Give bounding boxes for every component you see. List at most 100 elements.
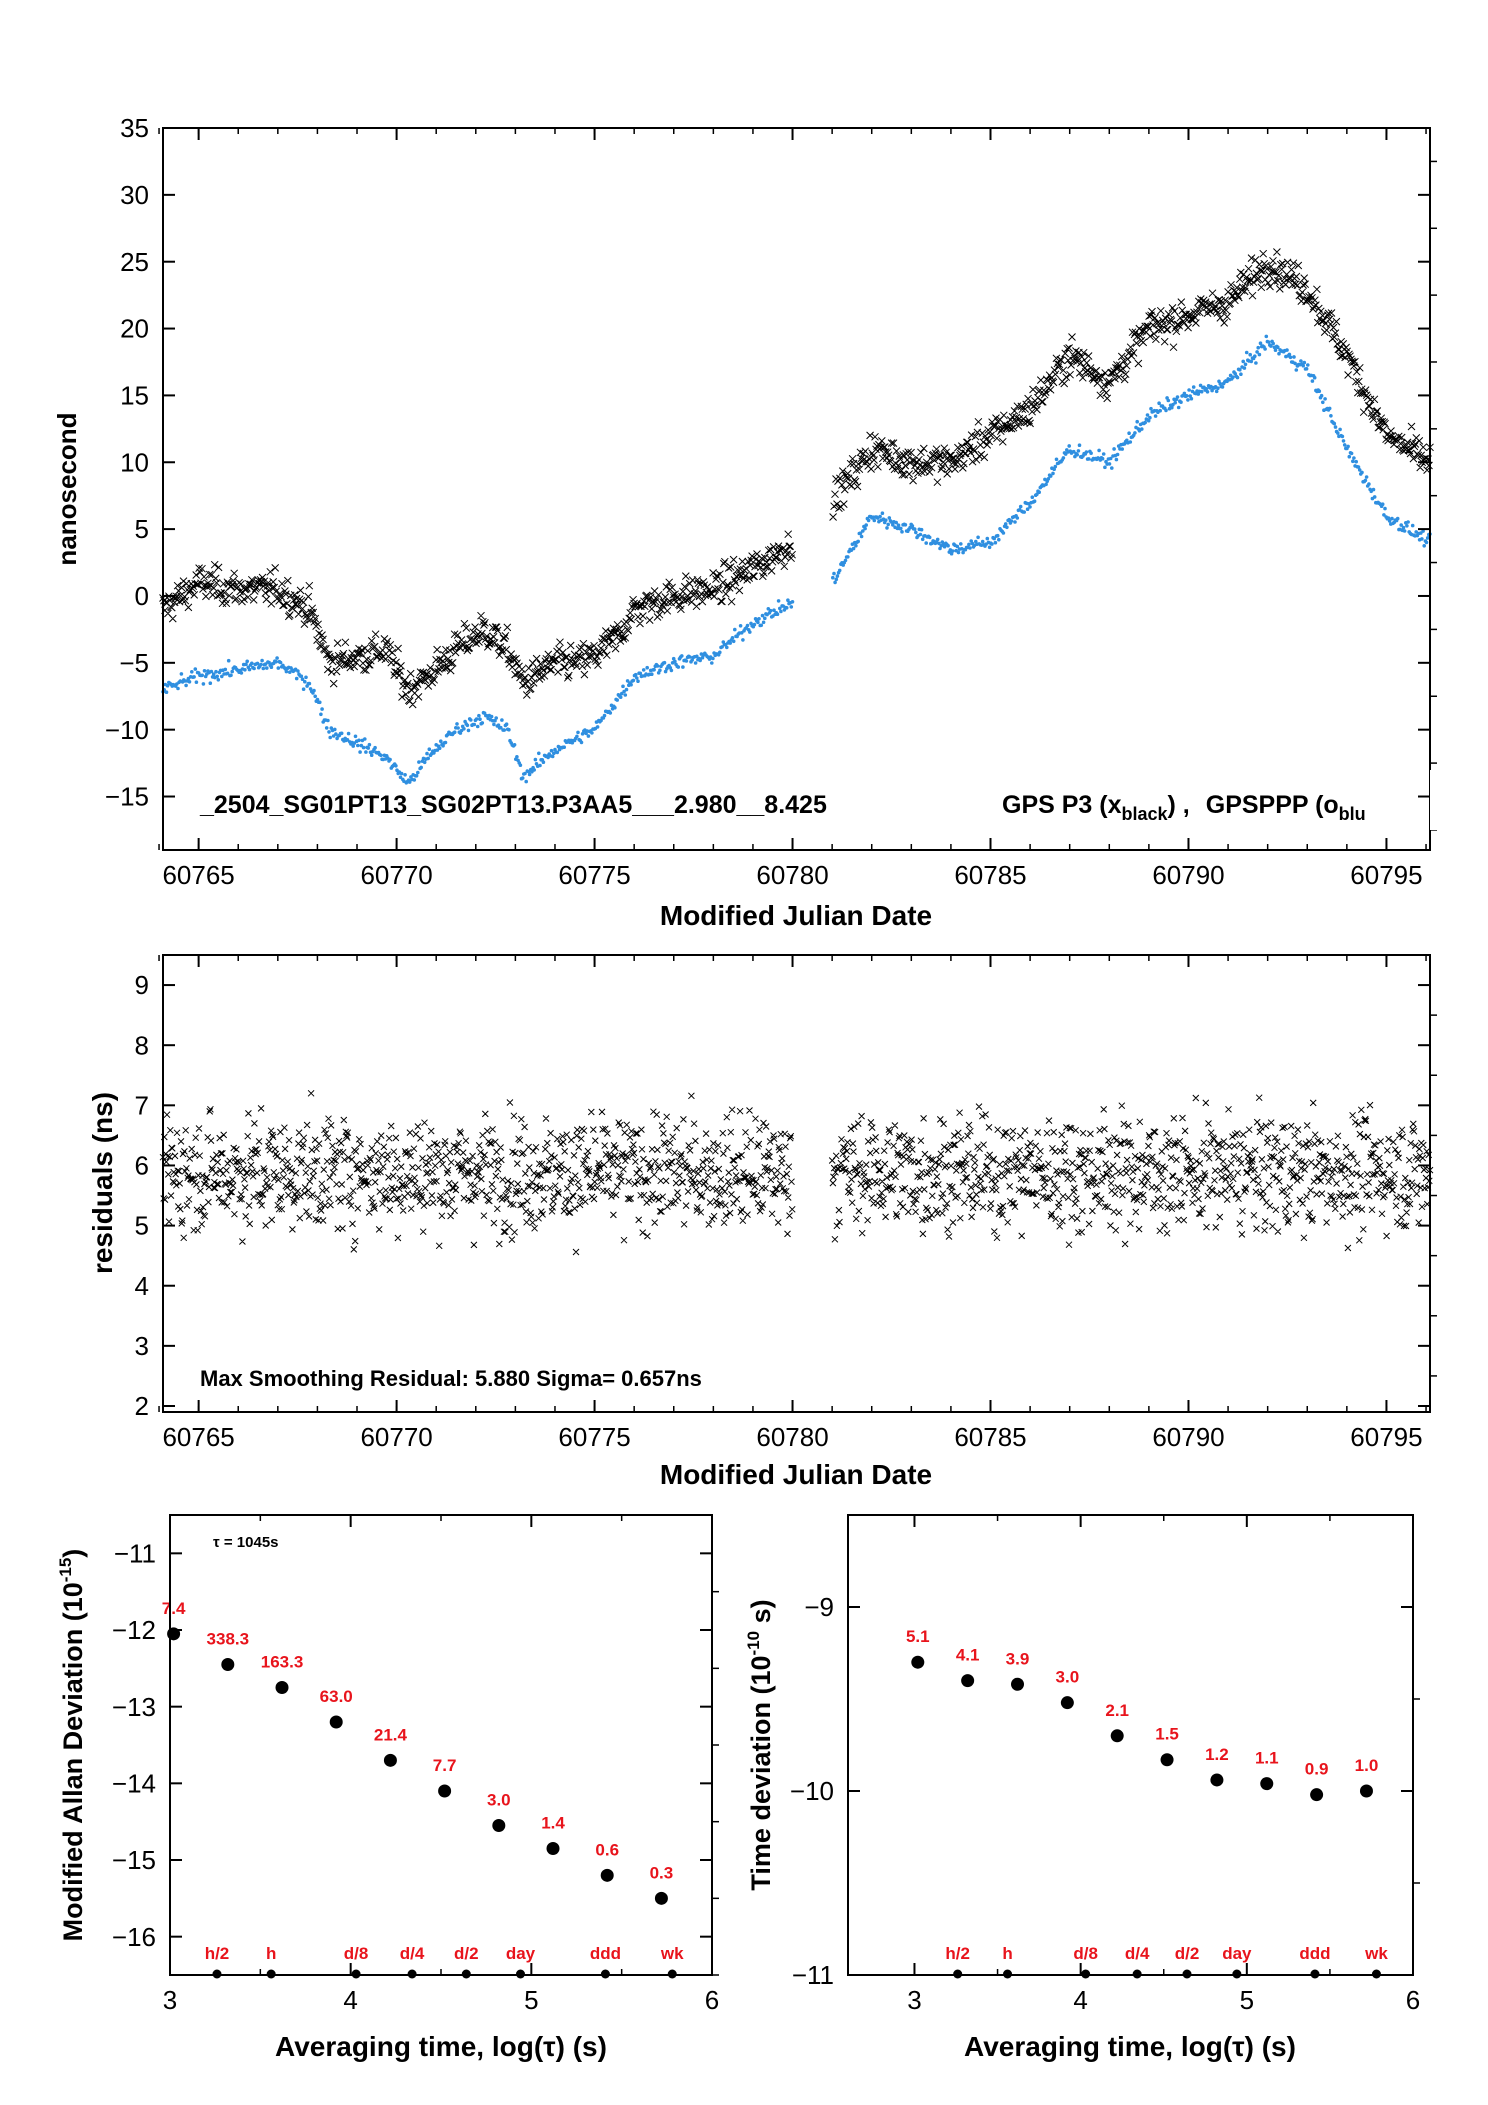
mdev-point <box>275 1681 289 1694</box>
timeseries-ytick-label: 35 <box>120 113 149 143</box>
mdev-marks: 7.4 338.3 163.3 63.0 21.4 7.7 3.0 1.4 0.6 0.3 h/2 h… <box>162 1599 684 1979</box>
tdev-ytick-label: −11 <box>792 1960 834 1990</box>
tdev-timescale-label: wk <box>1364 1944 1388 1963</box>
tdev-xtick-label: 3 <box>907 1985 921 2015</box>
timeseries-ytick-label: 30 <box>120 180 149 210</box>
residuals-ytick-label: 8 <box>135 1030 149 1060</box>
mdev-timescale-label: day <box>506 1944 536 1963</box>
timeseries-legend: GPS P3 (xblack) , GPSPPP (oblu <box>1002 791 1366 824</box>
residuals-xlabel: Modified Julian Date <box>660 1459 932 1490</box>
mdev-point-label: 7.7 <box>433 1756 457 1775</box>
timeseries-frame <box>162 127 1431 851</box>
mdev-timescale-label: d/8 <box>344 1944 369 1963</box>
mdev-point <box>438 1784 452 1798</box>
mdev-ylabel-exp: -15 <box>56 1558 75 1583</box>
mdev-point-label: 0.6 <box>595 1840 619 1859</box>
tdev-point-label: 1.0 <box>1355 1756 1379 1775</box>
residuals-ytick-label: 3 <box>135 1331 149 1361</box>
timeseries-xtick-label: 60795 <box>1350 860 1422 890</box>
tdev-point <box>911 1655 925 1669</box>
tdev-marks: 5.1 4.1 3.9 3.0 2.1 1.5 1.2 1.1 0.9 1.0 h/2 h d/8 d/4… <box>906 1627 1388 1979</box>
mdev-point <box>546 1842 560 1855</box>
timeseries-xtick-label: 60785 <box>954 860 1026 890</box>
tdev-point <box>961 1674 975 1688</box>
tdev-ytick-label: −10 <box>790 1776 834 1806</box>
legend-ppp-prefix: GPSPPP (o <box>1206 791 1339 819</box>
tdev-point <box>1260 1777 1274 1791</box>
mdev-ytick-label: −16 <box>112 1922 156 1952</box>
residuals-xtick-label: 60785 <box>954 1422 1026 1452</box>
timeseries-title: _2504_SG01PT13_SG02PT13.P3AA5___2.980__8… <box>199 791 827 819</box>
tdev-point-label: 3.0 <box>1056 1668 1080 1687</box>
residuals-annotation: Max Smoothing Residual: 5.880 Sigma= 0.6… <box>200 1366 702 1391</box>
tdev-xtick-label: 6 <box>1406 1985 1420 2015</box>
tdev-frame <box>847 1514 1414 1976</box>
tdev-timescale-label: d/2 <box>1175 1944 1200 1963</box>
mdev-xtick-label: 6 <box>705 1985 719 2015</box>
mdev-point-label: 163.3 <box>261 1653 304 1672</box>
mdev-timescale-label: wk <box>660 1944 684 1963</box>
mdev-point <box>329 1715 343 1729</box>
timeseries-ylabel: nanosecond <box>52 412 82 565</box>
residuals-frame <box>162 954 1431 1413</box>
mdev-point-label: 21.4 <box>374 1725 408 1744</box>
mdev-xtick-label: 5 <box>524 1985 538 2015</box>
residuals-xtick-label: 60795 <box>1350 1422 1422 1452</box>
residuals-panel: 60765 60770 60775 60780 60785 60790 60795 9 8 7 6 5… <box>87 954 1437 1490</box>
tdev-timescale-label: d/4 <box>1125 1944 1150 1963</box>
mdev-ytick-label: −14 <box>112 1768 156 1798</box>
timeseries-ytick-label: 25 <box>120 247 149 277</box>
timeseries-xtick-label: 60770 <box>360 860 432 890</box>
mdev-frame <box>169 1514 713 1976</box>
tdev-ylabel-end: s) <box>746 1599 776 1631</box>
timeseries-ytick-label: 5 <box>135 514 149 544</box>
tdev-point <box>1160 1753 1174 1767</box>
tdev-xlabel: Averaging time, log(τ) (s) <box>964 2031 1296 2062</box>
tdev-point <box>1110 1729 1124 1743</box>
residuals-xtick-label: 60790 <box>1152 1422 1224 1452</box>
mdev-timescale-label: ddd <box>590 1944 621 1963</box>
timeseries-xtick-label: 60780 <box>756 860 828 890</box>
tdev-panel: 5.1 4.1 3.9 3.0 2.1 1.5 1.2 1.1 0.9 1.0 h/2 h d/8 d/4… <box>744 1514 1420 2062</box>
mdev-ylabel: Modified Allan Deviation (10-15) <box>56 1549 88 1942</box>
mdev-timescale-label: h <box>266 1944 276 1963</box>
timeseries-xtick-label: 60775 <box>558 860 630 890</box>
tdev-ylabel: Time deviation (10-10 s) <box>744 1599 776 1890</box>
tdev-point <box>1060 1696 1074 1710</box>
timeseries-ytick-label: 10 <box>120 447 149 477</box>
mdev-xtick-label: 3 <box>163 1985 177 2015</box>
mdev-point-label: 1.4 <box>541 1814 565 1833</box>
tdev-ylabel-main: Time deviation (10 <box>746 1656 776 1891</box>
residuals-xtick-label: 60765 <box>162 1422 234 1452</box>
mdev-xtick-label: 4 <box>343 1985 357 2015</box>
tdev-timescale-label: d/8 <box>1073 1944 1098 1963</box>
mdev-point <box>654 1891 668 1905</box>
tdev-point-label: 1.2 <box>1205 1745 1229 1764</box>
mdev-xlabel: Averaging time, log(τ) (s) <box>275 2031 607 2062</box>
residuals-ytick-label: 5 <box>135 1211 149 1241</box>
mdev-tau-note: τ = 1045s <box>213 1534 279 1551</box>
timeseries-xlabel: Modified Julian Date <box>660 900 932 931</box>
tdev-point-label: 4.1 <box>956 1646 980 1665</box>
residuals-ytick-label: 6 <box>135 1151 149 1181</box>
mdev-point <box>492 1819 506 1832</box>
tdev-point-label: 3.9 <box>1006 1649 1030 1668</box>
legend-p3-suffix: ) , <box>1168 791 1190 819</box>
mdev-point <box>221 1658 235 1671</box>
tdev-timescale-label: day <box>1222 1944 1252 1963</box>
mdev-point-label: 0.3 <box>650 1863 674 1882</box>
tdev-point <box>1011 1677 1024 1691</box>
mdev-point-label: 7.4 <box>162 1599 186 1618</box>
tdev-point <box>1210 1773 1224 1787</box>
tdev-ytick-label: −9 <box>804 1592 834 1622</box>
residuals-ytick-label: 7 <box>135 1090 149 1120</box>
timeseries-xtick-label: 60765 <box>162 860 234 890</box>
timeseries-panel: 60765 60770 60775 60780 60785 60790 60795 35 30 2… <box>52 113 1488 931</box>
mdev-timescale-label: d/2 <box>454 1944 479 1963</box>
residuals-xtick-label: 60775 <box>558 1422 630 1452</box>
tdev-point-label: 5.1 <box>906 1627 930 1646</box>
tdev-point-label: 0.9 <box>1305 1760 1329 1779</box>
timeseries-ytick-label: 0 <box>135 581 149 611</box>
timeseries-ticks: 60765 60770 60775 60780 60785 60790 60795 35 30 2… <box>105 113 1437 890</box>
